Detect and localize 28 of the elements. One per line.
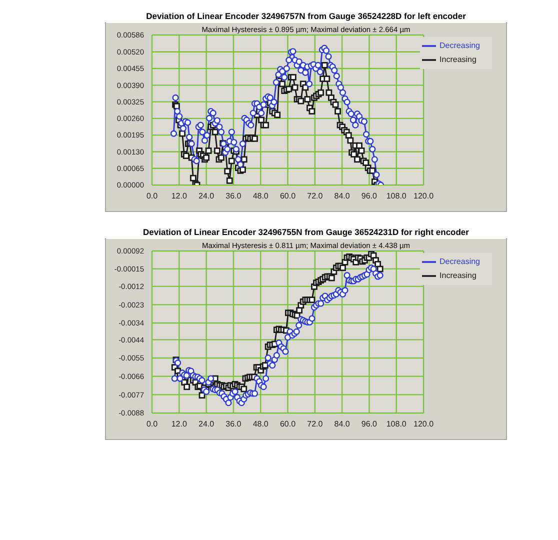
legend-label: Decreasing [440, 257, 480, 266]
x-tick-label: 24.0 [198, 420, 215, 429]
x-tick-label: 60.0 [280, 192, 296, 201]
x-tick-label: 0.0 [146, 420, 158, 429]
x-tick-label: 36.0 [226, 420, 242, 429]
x-tick-label: 48.0 [252, 192, 269, 201]
chart-title: Deviation of Linear Encoder 32496755N from Gauge 36524231D for right encoder [106, 227, 506, 239]
x-tick-label: 60.0 [280, 420, 296, 429]
x-tick-label: 24.0 [198, 192, 215, 201]
x-tick-label: 12.0 [171, 420, 188, 429]
x-tick-label: 48.0 [252, 420, 269, 429]
x-tick-label: 108.0 [386, 192, 407, 201]
x-tick-label: 72.0 [307, 192, 324, 201]
x-tick-label: 96.0 [361, 420, 378, 429]
legend-label: Increasing [440, 55, 476, 64]
x-tick-label: 36.0 [226, 192, 242, 201]
x-tick-label: 72.0 [307, 420, 324, 429]
x-tick-label: 0.0 [146, 192, 158, 201]
x-tick-label: 84.0 [334, 420, 350, 429]
chart-title: Deviation of Linear Encoder 32496757N from Gauge 36524228D for left encoder [106, 11, 506, 23]
x-tick-label: 12.0 [171, 192, 188, 201]
x-tick-label: 84.0 [334, 192, 350, 201]
x-tick-label: 96.0 [361, 192, 378, 201]
x-tick-label: 108.0 [386, 420, 407, 429]
x-tick-label: 120.0 [414, 192, 434, 201]
legend-label: Decreasing [440, 41, 480, 50]
x-tick-label: 120.0 [414, 420, 434, 429]
legend-label: Increasing [440, 271, 476, 280]
